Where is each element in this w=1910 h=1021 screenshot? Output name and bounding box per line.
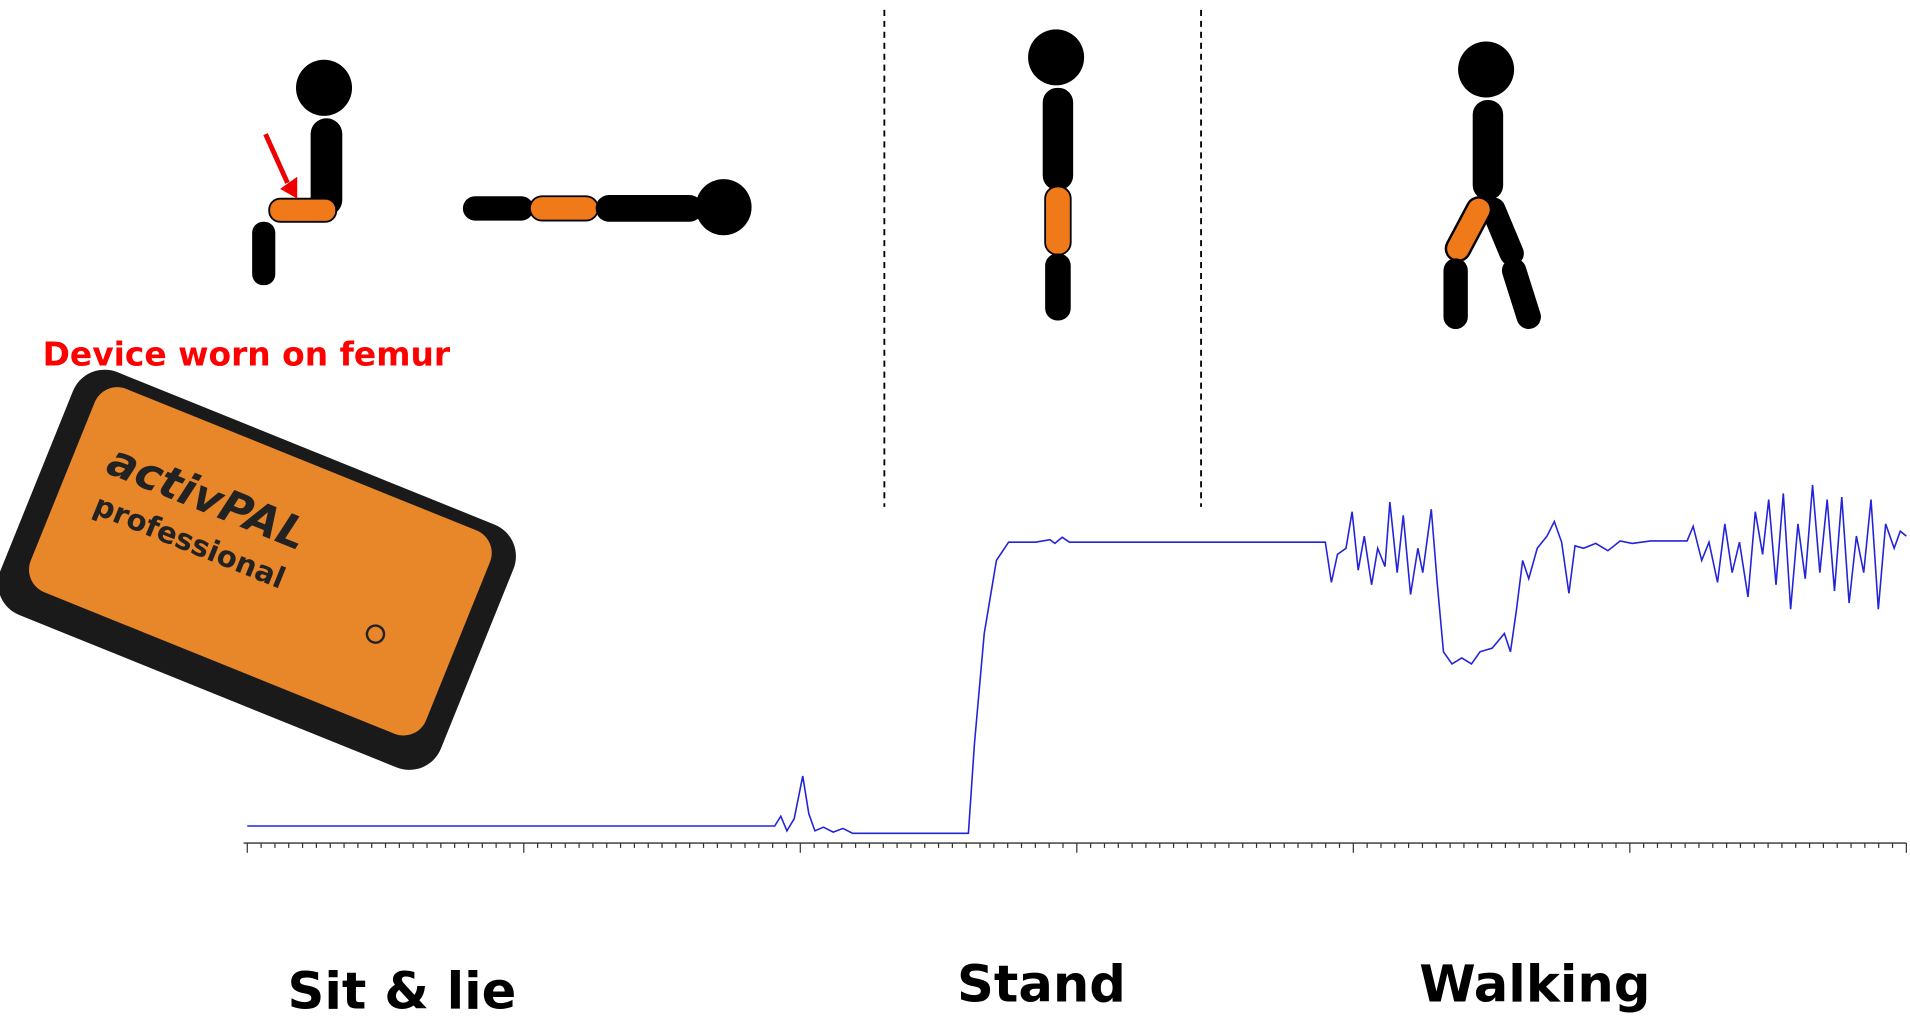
- walking-figure: [1443, 41, 1541, 330]
- signal-trace: [247, 484, 1907, 835]
- annotation: Device worn on femur: [43, 335, 451, 374]
- activity-label: Walking: [1419, 955, 1650, 1014]
- axis-ticks: [246, 843, 1907, 853]
- sitting-figure: [252, 59, 353, 286]
- device: activPAL professional: [0, 369, 516, 770]
- standing-figure: [1028, 29, 1085, 321]
- lying-figure: [462, 179, 752, 236]
- activity-label: Stand: [957, 955, 1126, 1014]
- activity-label: Sit & lie: [288, 963, 517, 1021]
